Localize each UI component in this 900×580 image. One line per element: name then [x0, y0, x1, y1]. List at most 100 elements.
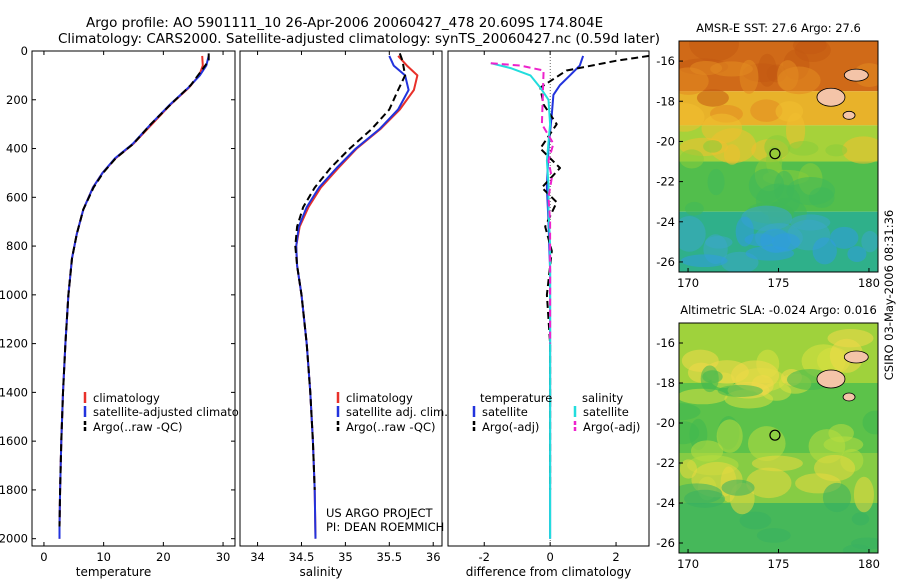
- map-noise-blob: [771, 233, 801, 251]
- x-tick-label: 35.5: [376, 550, 402, 564]
- map-noise-blob: [721, 479, 755, 496]
- map-noise-blob: [679, 67, 709, 95]
- island-landmass: [842, 392, 856, 402]
- project-line1: US ARGO PROJECT: [326, 506, 434, 520]
- map-noise-blob: [853, 476, 874, 513]
- project-line2: PI: DEAN ROEMMICH: [326, 520, 444, 534]
- y-tick-label: 1200: [0, 337, 28, 351]
- map-noise-blob: [750, 99, 783, 122]
- x-tick-label: 175: [768, 276, 790, 290]
- x-axis-label: difference from climatology: [466, 565, 632, 579]
- legend-group-title: temperature: [480, 391, 552, 405]
- map-band: [679, 503, 878, 553]
- island-landmass: [816, 87, 846, 107]
- map-noise-blob: [747, 426, 786, 462]
- map-noise-blob: [746, 467, 792, 499]
- map-noise-blob: [787, 141, 819, 156]
- map-noise-blob: [689, 41, 739, 62]
- series-line-argo-raw-qc-: [58, 53, 210, 527]
- y-tick-label: 1000: [0, 288, 28, 302]
- legend-label: climatology: [346, 391, 413, 405]
- y-tick-label: -20: [656, 134, 675, 148]
- x-tick-label: 0: [546, 550, 553, 564]
- x-tick-label: 0: [40, 550, 47, 564]
- side-label: CSIRO 03-May-2006 08:31:36: [882, 210, 896, 381]
- map-title: AMSR-E SST: 27.6 Argo: 27.6: [696, 21, 861, 35]
- series-line-salinity-argo-adj-: [490, 62, 555, 344]
- y-tick-label: 1400: [0, 385, 28, 399]
- y-tick-label: 800: [6, 239, 28, 253]
- x-tick-label: 34: [250, 550, 265, 564]
- y-tick-label: -24: [656, 496, 675, 510]
- legend-label: Argo(..raw -QC): [346, 420, 436, 434]
- island-landmass: [843, 350, 869, 364]
- map-noise-blob: [739, 511, 772, 530]
- y-tick-label: -18: [656, 94, 675, 108]
- map-noise-blob: [703, 140, 723, 153]
- y-tick-label: -16: [656, 336, 675, 350]
- series-line-salinity-satellite: [490, 62, 552, 539]
- map-noise-blob: [701, 113, 743, 144]
- y-tick-label: 400: [6, 142, 28, 156]
- y-tick-label: 600: [6, 190, 28, 204]
- legend-label: satellite: [583, 405, 629, 419]
- map-noise-blob: [679, 483, 723, 505]
- temperature-panel: 0 10 20 30 0 200 400 600 800 1000 1200 1400 1600 1800…: [0, 44, 263, 579]
- map-noise-blob: [679, 459, 698, 479]
- map-noise-blob: [723, 144, 741, 165]
- y-tick-label: -26: [656, 255, 675, 269]
- x-tick-label: -2: [479, 550, 490, 564]
- y-tick-label: 1600: [0, 434, 28, 448]
- map-noise-blob: [794, 41, 831, 62]
- legend-label: Argo(-adj): [583, 420, 640, 434]
- map-noise-blob: [861, 230, 878, 253]
- map-noise-blob: [823, 436, 864, 453]
- plot-frame: [447, 50, 650, 547]
- map-noise-blob: [696, 89, 729, 107]
- x-tick-label: 175: [768, 557, 790, 571]
- map-noise-blob: [679, 103, 705, 132]
- y-tick-label: -16: [656, 54, 675, 68]
- y-tick-label: -24: [656, 215, 675, 229]
- legend-label: climatology: [93, 391, 160, 405]
- map-noise-blob: [862, 410, 878, 435]
- map-noise-blob: [825, 144, 848, 157]
- map-noise-blob: [842, 544, 872, 553]
- y-tick-label: 1800: [0, 483, 28, 497]
- x-tick-label: 35: [338, 550, 353, 564]
- x-tick-label: 170: [677, 557, 699, 571]
- y-tick-label: -22: [656, 175, 675, 189]
- salinity-panel: 34 34.5 35 35.5 36 salinity climatologysatelli…: [239, 50, 448, 579]
- argo-float-marker: [769, 429, 781, 441]
- y-tick-label: 0: [21, 44, 28, 58]
- map-noise-blob: [679, 215, 706, 252]
- map-noise-blob: [744, 233, 775, 247]
- x-tick-label: 36: [426, 550, 441, 564]
- series-line-argo-raw-qc-: [294, 53, 407, 490]
- legend-label: Argo(..raw -QC): [93, 420, 183, 434]
- y-tick-label: 2000: [0, 532, 28, 546]
- map-noise-blob: [702, 370, 723, 384]
- legend-label: satellite adj. clim.: [346, 405, 448, 419]
- map-title: Altimetric SLA: -0.024 Argo: 0.016: [680, 303, 877, 317]
- map-noise-blob: [679, 149, 704, 169]
- map-field: [679, 41, 878, 272]
- map-noise-blob: [716, 419, 743, 453]
- map-noise-blob: [828, 424, 854, 443]
- x-tick-label: 30: [216, 550, 231, 564]
- map-noise-blob: [789, 214, 831, 231]
- map-noise-blob: [710, 61, 753, 77]
- legend-label: Argo(-adj): [482, 420, 539, 434]
- map-noise-blob: [851, 512, 870, 526]
- map-noise-blob: [751, 455, 803, 472]
- map-noise-blob: [756, 528, 791, 543]
- map-noise-blob: [830, 226, 859, 249]
- map-noise-blob: [679, 388, 728, 405]
- x-tick-label: 34.5: [289, 550, 315, 564]
- map-noise-blob: [841, 136, 878, 164]
- x-tick-label: 170: [677, 276, 699, 290]
- header-line2: Climatology: CARS2000. Satellite-adjuste…: [58, 31, 660, 47]
- sst-map-panel: 170 175 180 -16 -18 -20 -22 -24 -26 AMSR-E SST: 2…: [656, 21, 880, 290]
